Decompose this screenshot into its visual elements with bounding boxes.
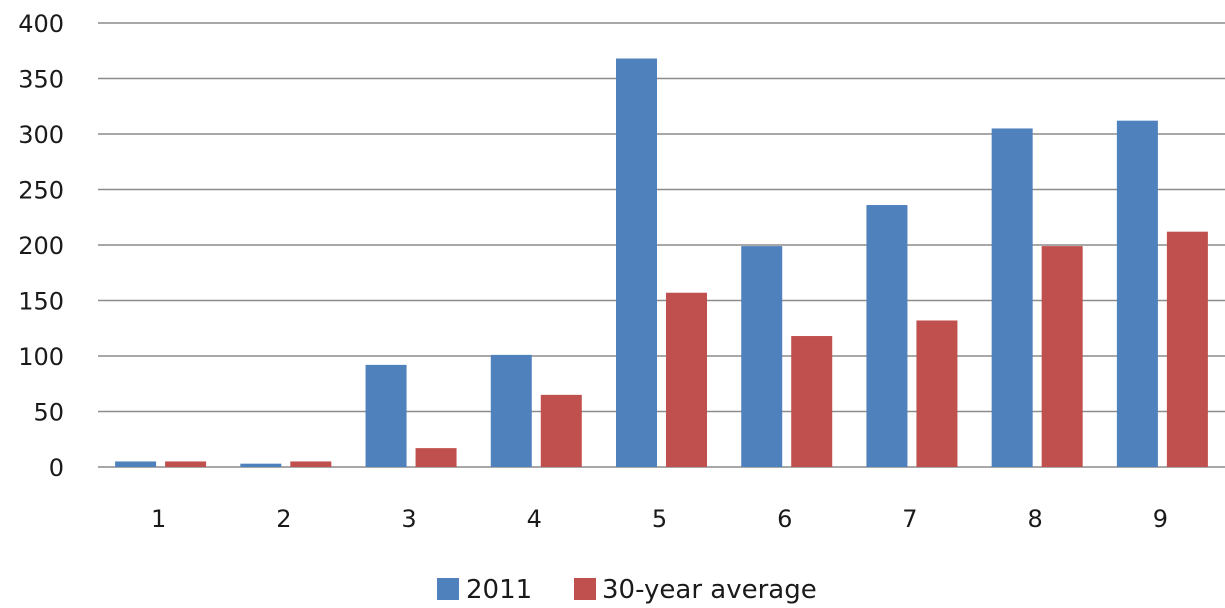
- bar-series-2011-6: [741, 246, 783, 467]
- bar-series-2011-2: [240, 463, 282, 467]
- y-tick-label: 200: [18, 232, 64, 260]
- bar-series-30-year-average-5: [666, 292, 707, 467]
- y-tick-label: 300: [18, 121, 64, 149]
- y-tick-label: 50: [33, 399, 64, 427]
- y-tick-label: 400: [18, 10, 64, 38]
- bar-series-30-year-average-9: [1166, 231, 1208, 467]
- bar-series-2011-4: [490, 354, 532, 467]
- bar-series-2011-8: [991, 128, 1033, 467]
- bar-series-2011-7: [866, 205, 908, 468]
- x-tick-label: 7: [902, 505, 917, 533]
- bar-series-30-year-average-1: [165, 461, 207, 467]
- y-tick-label: 100: [18, 343, 64, 371]
- bar-series-30-year-average-2: [290, 461, 332, 467]
- x-tick-label: 4: [527, 505, 542, 533]
- x-tick-label: 8: [1028, 505, 1043, 533]
- legend-swatch: [437, 578, 459, 600]
- bar-series-2011-5: [616, 58, 657, 468]
- bars: [115, 58, 1208, 468]
- bar-series-30-year-average-8: [1041, 246, 1083, 467]
- x-tick-label: 2: [276, 505, 291, 533]
- y-tick-label: 0: [49, 454, 64, 482]
- x-tick-label: 6: [777, 505, 792, 533]
- x-axis-ticks: 1 2 3 4 5 6 7 8 9: [151, 505, 1168, 533]
- legend-label: 2011: [466, 575, 532, 605]
- y-tick-label: 250: [18, 177, 64, 205]
- legend: 2011 30-year average: [437, 575, 817, 605]
- x-tick-label: 5: [652, 505, 667, 533]
- x-tick-label: 1: [151, 505, 166, 533]
- x-tick-label: 3: [401, 505, 416, 533]
- y-axis-ticks: 0 50 100 150 200 250 300 350 400: [18, 10, 64, 482]
- legend-swatch: [574, 578, 596, 600]
- y-tick-label: 150: [18, 288, 64, 316]
- x-tick-label: 9: [1153, 505, 1168, 533]
- bar-series-2011-3: [365, 364, 407, 467]
- y-tick-label: 350: [18, 66, 64, 94]
- bar-series-30-year-average-6: [791, 336, 833, 467]
- gridlines: [98, 22, 1225, 468]
- bar-series-2011-9: [1116, 120, 1158, 468]
- bar-series-30-year-average-4: [540, 394, 582, 467]
- bar-series-30-year-average-7: [916, 320, 958, 467]
- legend-label: 30-year average: [602, 575, 817, 605]
- bar-series-2011-1: [115, 461, 157, 467]
- bar-series-30-year-average-3: [415, 448, 457, 467]
